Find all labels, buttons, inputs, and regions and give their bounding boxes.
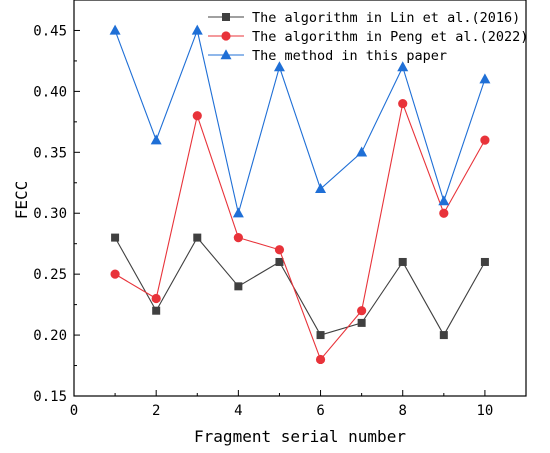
data-point	[398, 98, 408, 109]
x-axis-title: Fragment serial number	[194, 427, 406, 446]
y-tick-label: 0.45	[33, 23, 67, 39]
data-point	[439, 208, 449, 218]
data-point	[150, 134, 162, 145]
data-point	[315, 183, 327, 194]
x-tick-label: 10	[476, 403, 493, 419]
y-tick-label: 0.40	[33, 84, 67, 100]
legend-label: The method in this paper	[252, 48, 447, 64]
data-point	[438, 195, 450, 206]
series-circle	[110, 98, 490, 365]
data-point	[397, 61, 409, 72]
legend-label: The algorithm in Lin et al.(2016)	[252, 10, 520, 26]
data-point	[356, 146, 368, 157]
x-tick-label: 0	[70, 403, 78, 419]
legend-marker	[221, 31, 231, 41]
x-tick-label: 6	[316, 403, 324, 419]
data-point	[315, 354, 326, 365]
legend-entry: The method in this paper	[208, 48, 447, 64]
y-tick-label: 0.30	[33, 206, 67, 222]
data-point	[357, 306, 367, 316]
legend: The algorithm in Lin et al.(2016) The alg…	[208, 10, 528, 64]
data-point	[109, 24, 121, 35]
data-point	[357, 318, 366, 327]
data-point	[480, 257, 489, 266]
data-point	[151, 293, 161, 304]
data-point	[152, 306, 161, 315]
series-line	[114, 101, 486, 361]
data-point	[192, 111, 202, 121]
plot-frame	[73, 0, 527, 397]
data-point	[273, 61, 285, 72]
data-point	[439, 331, 448, 340]
legend-entry: The algorithm in Peng et al.(2022)	[208, 29, 528, 45]
x-tick-label: 8	[399, 403, 407, 419]
data-point	[232, 207, 244, 218]
series-line	[114, 236, 486, 337]
legend-label: The algorithm in Peng et al.(2022)	[252, 29, 528, 45]
data-point	[110, 269, 120, 279]
data-point	[193, 233, 202, 242]
y-tick-label: 0.20	[33, 328, 67, 344]
data-point	[233, 233, 243, 243]
data-point	[398, 257, 407, 266]
series-triangle	[109, 24, 491, 218]
data-point	[316, 331, 325, 340]
y-tick-label: 0.35	[33, 145, 67, 161]
series-line	[114, 28, 486, 214]
data-point	[480, 135, 490, 145]
y-axis-title: FECC	[12, 181, 31, 220]
data-point	[274, 245, 285, 255]
x-tick-label: 2	[152, 403, 160, 419]
data-point	[479, 73, 491, 84]
legend-entry: The algorithm in Lin et al.(2016)	[208, 10, 520, 26]
legend-marker	[220, 49, 232, 60]
series-square	[111, 233, 489, 340]
legend-marker	[222, 13, 230, 21]
y-tick-label: 0.25	[33, 267, 67, 283]
y-tick-label: 0.15	[33, 389, 67, 405]
data-point	[111, 233, 120, 242]
data-point	[191, 24, 203, 35]
x-tick-label: 4	[234, 403, 242, 419]
data-point	[234, 282, 243, 291]
ticks-layer: 0 2 4 6 8 10 0.15 0.20 0.25 0.30 0.35 0.40 0.45	[33, 23, 493, 419]
data-point	[275, 257, 284, 266]
series-layer	[109, 24, 491, 365]
